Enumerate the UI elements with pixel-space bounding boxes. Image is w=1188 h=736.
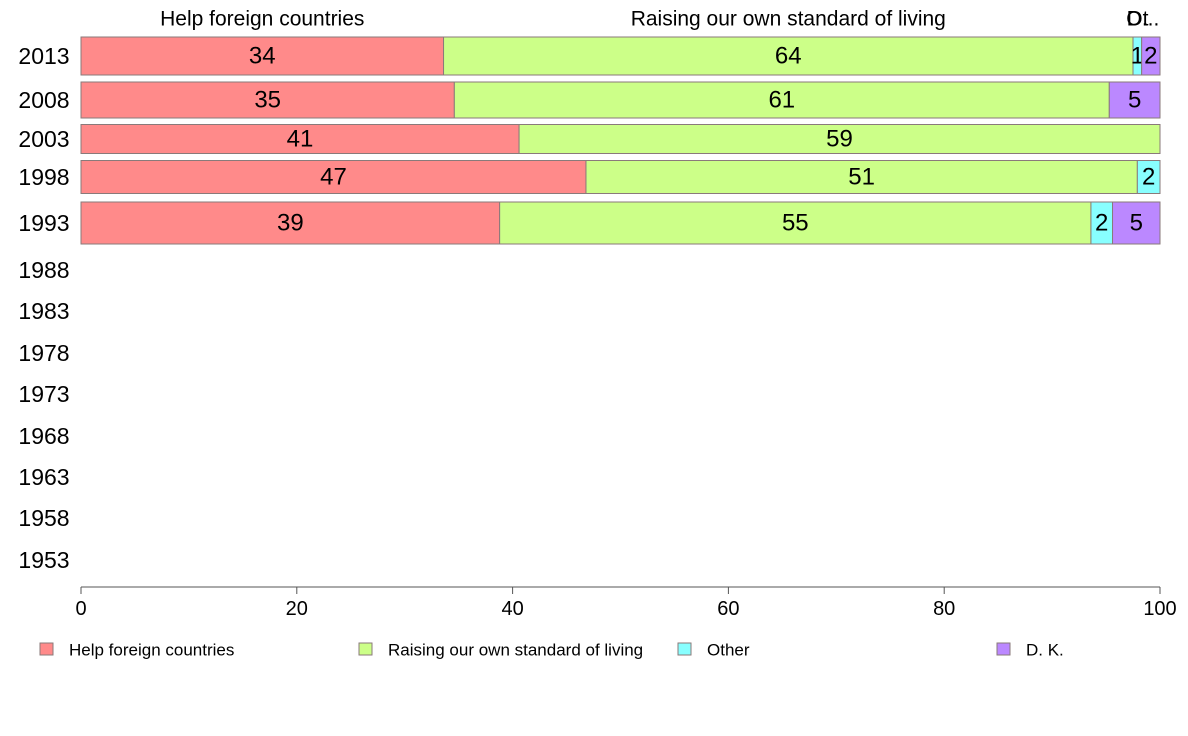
year-label-1988: 1988 (18, 257, 69, 283)
bar-help-foreign-countries-1998 (80, 160, 587, 194)
x-tick-label-100: 100 (1143, 598, 1176, 620)
x-tick-label-0: 0 (75, 598, 86, 620)
data-label-help-foreign-countries-2013: 34 (249, 43, 276, 70)
year-label-1968: 1968 (18, 423, 69, 449)
bar-help-foreign-countries-1993 (80, 201, 501, 245)
top-label-other: Ot (1126, 8, 1148, 31)
legend-label-help-foreign-countries: Help foreign countries (69, 641, 234, 660)
data-label-raising-our-own-standard-of-living-1993: 55 (782, 210, 809, 237)
year-axis: 2013 2008 2003 1998 1993 1988 1983 1978 1973 1968… (18, 43, 69, 573)
data-label-other-1998: 2 (1142, 164, 1155, 191)
data-label-help-foreign-countries-2003: 41 (287, 126, 314, 153)
legend-swatch-other (677, 642, 692, 656)
top-label-raising-our-own-standard-of-living: Raising our own standard of living (631, 8, 946, 31)
data-label-other-2013: 1 (1131, 43, 1144, 70)
data-label-d-k-2013: 2 (1144, 43, 1157, 70)
data-label-help-foreign-countries-2008: 35 (254, 87, 281, 114)
data-label-other-1993: 2 (1095, 210, 1108, 237)
year-label-1993: 1993 (18, 210, 69, 236)
data-label-raising-our-own-standard-of-living-1998: 51 (848, 164, 875, 191)
bar-raising-our-own-standard-of-living-2013 (443, 36, 1134, 76)
bar-d-k-2008 (1108, 81, 1161, 119)
data-label-raising-our-own-standard-of-living-2008: 61 (768, 87, 795, 114)
bar-other-1998 (1136, 160, 1161, 194)
year-label-2013: 2013 (18, 43, 69, 69)
data-label-raising-our-own-standard-of-living-2003: 59 (826, 126, 853, 153)
bar-raising-our-own-standard-of-living-1998 (585, 160, 1138, 194)
legend-swatch-d-k (996, 642, 1011, 656)
legend-swatch-raising-our-own-standard-of-living (358, 642, 373, 656)
bar-raising-our-own-standard-of-living-2003 (518, 124, 1161, 154)
bar-d-k-2013 (1141, 36, 1161, 76)
series-top-labels: Help foreign countries Raising our own st… (160, 8, 1159, 31)
year-label-1958: 1958 (18, 505, 69, 531)
legend: Help foreign countries Raising our own st… (39, 641, 1064, 660)
data-label-help-foreign-countries-1993: 39 (277, 210, 304, 237)
x-axis: 0 20 40 60 80 100 (75, 586, 1177, 620)
legend-label-raising-our-own-standard-of-living: Raising our own standard of living (388, 641, 643, 660)
x-tick-label-20: 20 (286, 598, 308, 620)
bar-help-foreign-countries-2003 (80, 124, 520, 154)
bar-d-k-1993 (1112, 201, 1161, 245)
data-label-d-k-1993: 5 (1130, 210, 1143, 237)
year-label-1983: 1983 (18, 298, 69, 324)
data-label-raising-our-own-standard-of-living-2013: 64 (775, 43, 802, 70)
top-label-d-k: D... (1127, 8, 1160, 31)
year-label-2008: 2008 (18, 87, 69, 113)
year-label-1973: 1973 (18, 381, 69, 407)
year-label-1953: 1953 (18, 547, 69, 573)
year-label-1978: 1978 (18, 340, 69, 366)
data-label-help-foreign-countries-1998: 47 (320, 164, 347, 191)
legend-label-d-k: D. K. (1026, 641, 1064, 660)
x-tick-label-40: 40 (501, 598, 523, 620)
year-label-1998: 1998 (18, 164, 69, 190)
top-label-help-foreign-countries: Help foreign countries (160, 8, 364, 31)
year-label-2003: 2003 (18, 126, 69, 152)
data-label-d-k-2008: 5 (1128, 87, 1141, 114)
year-label-1963: 1963 (18, 464, 69, 490)
legend-label-other: Other (707, 641, 750, 660)
x-tick-label-60: 60 (717, 598, 739, 620)
bar-raising-our-own-standard-of-living-1993 (499, 201, 1092, 245)
legend-swatch-help-foreign-countries (39, 642, 54, 656)
x-tick-label-80: 80 (933, 598, 955, 620)
